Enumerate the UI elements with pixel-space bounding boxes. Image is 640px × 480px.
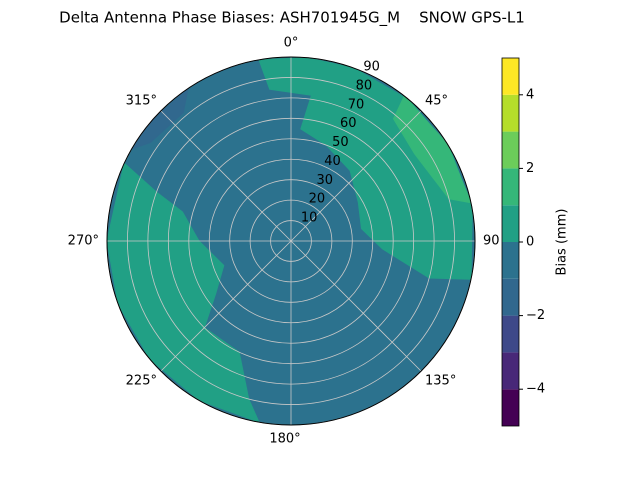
grid-spoke bbox=[290, 110, 422, 242]
colorbar-band bbox=[502, 58, 519, 95]
colorbar-band bbox=[502, 131, 519, 169]
chart-title: Delta Antenna Phase Biases: ASH701945G_M… bbox=[59, 9, 525, 28]
colorbar-tick-label: −2 bbox=[526, 308, 545, 323]
theta-tick-label: 45° bbox=[425, 93, 448, 108]
r-tick-label: 90 bbox=[363, 60, 380, 75]
r-tick-label: 10 bbox=[301, 211, 318, 226]
grid-spoke bbox=[160, 110, 292, 242]
theta-tick-label: 90 bbox=[483, 234, 500, 249]
contour-region bbox=[131, 88, 189, 150]
theta-tick-label: 135° bbox=[425, 374, 456, 389]
theta-tick-label: 0° bbox=[284, 36, 299, 51]
theta-tick-label: 315° bbox=[126, 93, 157, 108]
colorbar-band bbox=[502, 352, 519, 390]
overlay: 0° 45° 90 135° 180° 225° 270° 315° 10 20 30 40 50 60 7… bbox=[68, 36, 500, 447]
plot-frame bbox=[106, 56, 476, 426]
colorbar-band bbox=[502, 315, 519, 353]
colorbar-band bbox=[502, 389, 519, 426]
colorbar-tick-label: 4 bbox=[526, 87, 534, 102]
colorbar-tick-label: 0 bbox=[526, 235, 534, 250]
theta-tick-label: 180° bbox=[269, 432, 300, 447]
theta-tick-label: 270° bbox=[68, 234, 99, 249]
colorbar-band bbox=[502, 94, 519, 132]
r-tick-label: 30 bbox=[316, 173, 333, 188]
r-tick-label: 60 bbox=[340, 116, 357, 131]
colorbar-band bbox=[502, 278, 519, 316]
r-tick-label: 70 bbox=[348, 97, 365, 112]
colorbar-band bbox=[502, 242, 519, 279]
grid-spoke bbox=[290, 240, 422, 372]
r-tick-label: 20 bbox=[309, 192, 326, 207]
colorbar-label: Bias (mm) bbox=[555, 209, 570, 276]
colorbar-band bbox=[502, 168, 519, 206]
grid-spoke bbox=[160, 240, 292, 372]
colorbar-tick-label: −4 bbox=[526, 382, 545, 397]
r-tick-label: 40 bbox=[324, 154, 341, 169]
theta-tick-label: 225° bbox=[126, 374, 157, 389]
colorbar-band bbox=[502, 205, 519, 242]
r-tick-label: 50 bbox=[332, 135, 349, 150]
colorbar-tick-label: 2 bbox=[526, 161, 534, 176]
r-tick-label: 80 bbox=[356, 78, 373, 93]
